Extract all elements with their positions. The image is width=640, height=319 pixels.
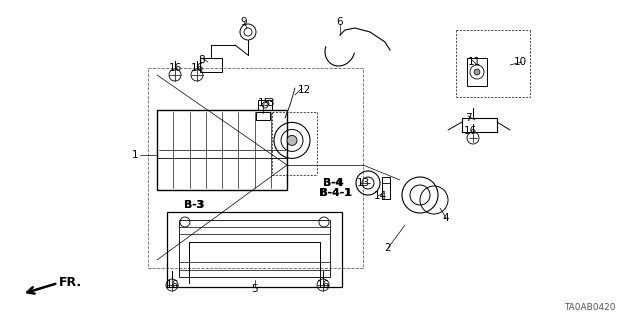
Text: B-4: B-4 xyxy=(323,178,343,188)
Bar xyxy=(157,110,287,190)
Bar xyxy=(167,212,342,287)
Text: 9: 9 xyxy=(241,17,247,27)
Bar xyxy=(256,112,270,120)
Text: B-4-1: B-4-1 xyxy=(319,188,353,198)
Text: TA0AB0420: TA0AB0420 xyxy=(564,303,616,313)
Text: 16: 16 xyxy=(190,63,204,73)
Text: 3: 3 xyxy=(267,98,273,108)
Bar xyxy=(258,100,272,110)
Text: 14: 14 xyxy=(373,191,387,201)
Text: 13: 13 xyxy=(356,178,370,188)
Circle shape xyxy=(474,69,480,75)
Bar xyxy=(157,158,287,190)
Text: 11: 11 xyxy=(467,57,481,67)
Text: 16: 16 xyxy=(316,280,330,290)
Bar xyxy=(200,58,222,72)
Text: 7: 7 xyxy=(465,113,471,123)
Text: 12: 12 xyxy=(298,85,310,95)
Text: 6: 6 xyxy=(337,17,343,27)
Text: 4: 4 xyxy=(443,213,449,223)
Text: B-3: B-3 xyxy=(184,200,204,210)
Text: B-4-1: B-4-1 xyxy=(321,188,351,198)
Bar xyxy=(462,118,497,132)
Bar xyxy=(148,68,363,268)
Text: 2: 2 xyxy=(385,243,391,253)
Text: B-4: B-4 xyxy=(323,178,344,188)
Bar xyxy=(467,58,487,86)
Circle shape xyxy=(287,135,297,145)
Text: B-3: B-3 xyxy=(184,200,204,210)
Text: FR.: FR. xyxy=(58,277,81,290)
Text: 10: 10 xyxy=(513,57,527,67)
Bar xyxy=(382,177,390,199)
Text: 16: 16 xyxy=(168,63,182,73)
Text: 5: 5 xyxy=(252,284,259,294)
Text: 1: 1 xyxy=(132,150,138,160)
Bar xyxy=(179,220,330,277)
Text: 15: 15 xyxy=(257,98,271,108)
Text: 8: 8 xyxy=(198,55,205,65)
Text: 16: 16 xyxy=(165,280,179,290)
Text: 16: 16 xyxy=(463,126,477,136)
